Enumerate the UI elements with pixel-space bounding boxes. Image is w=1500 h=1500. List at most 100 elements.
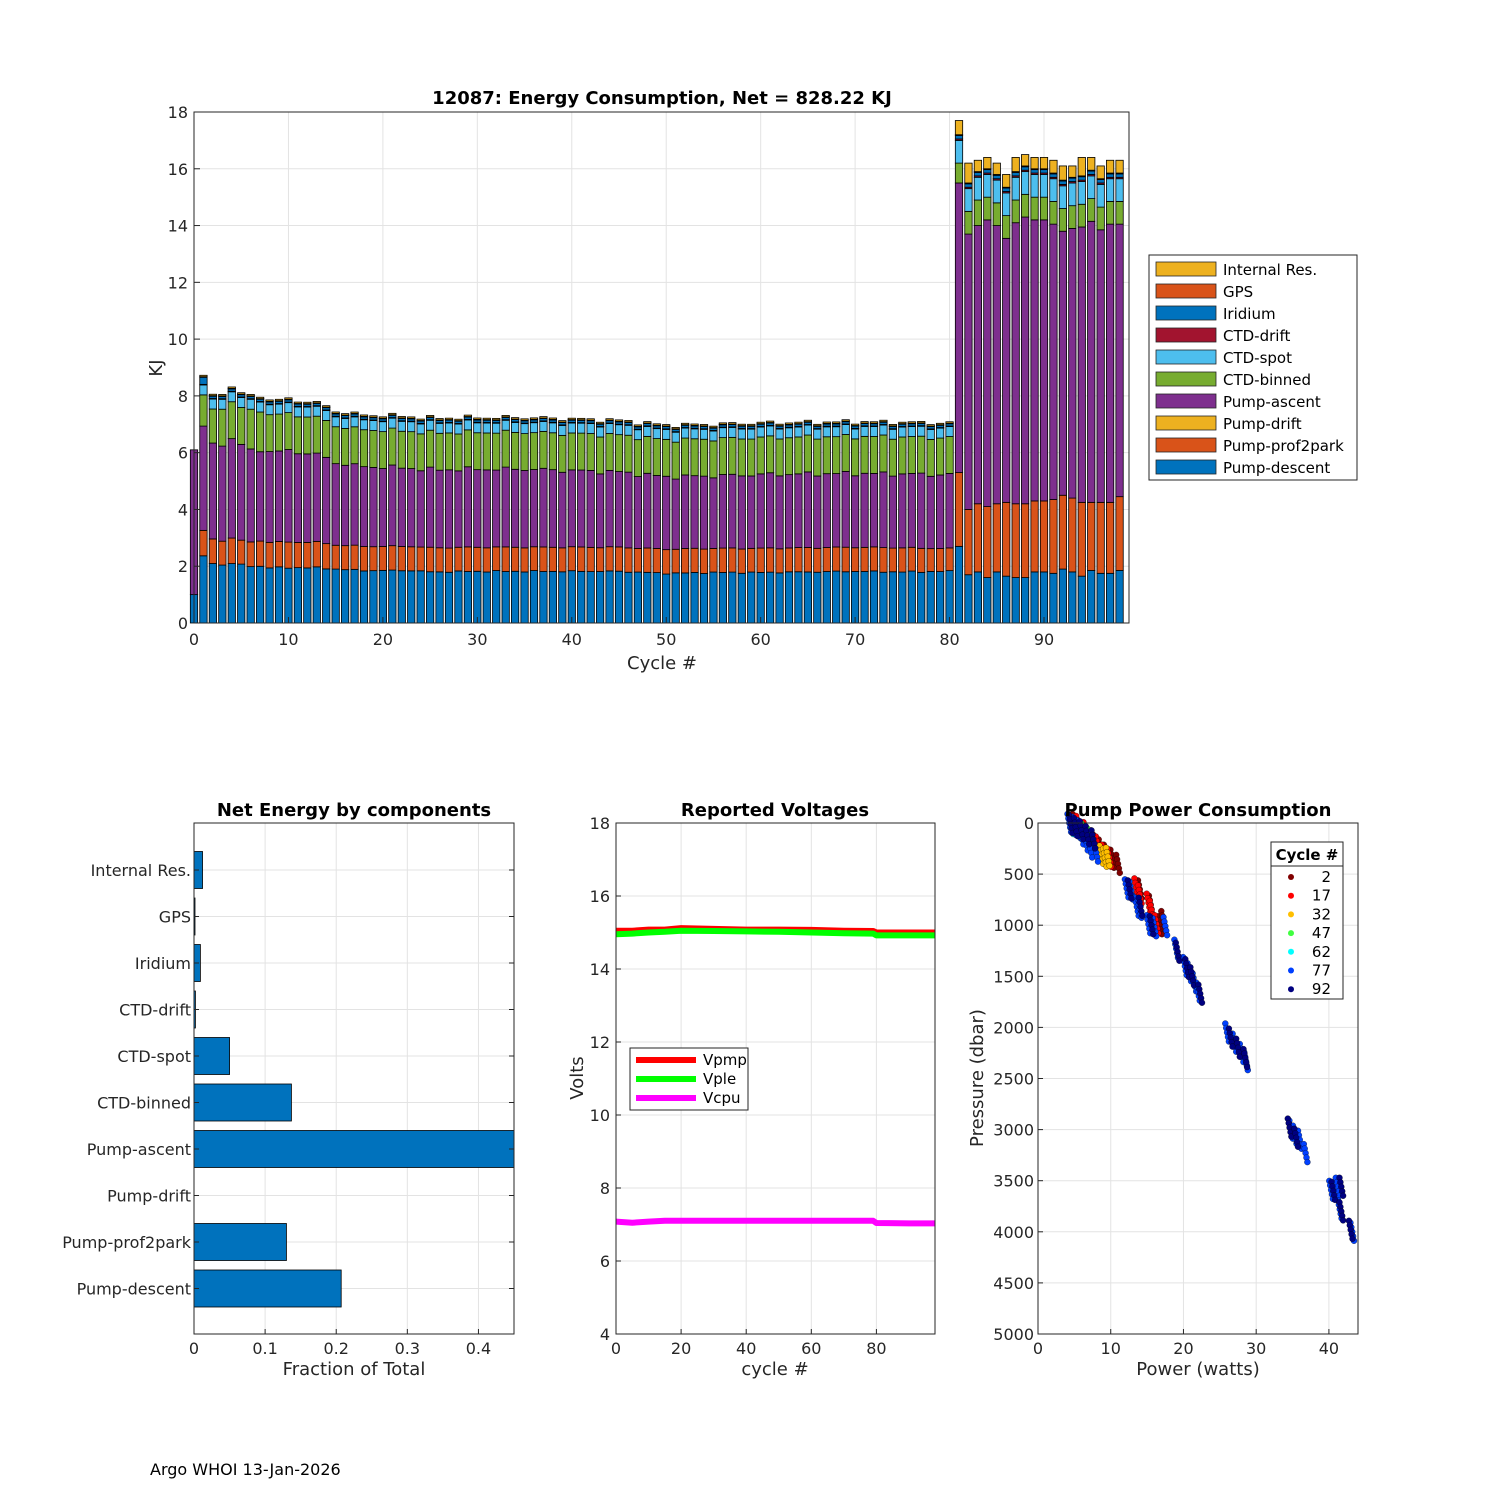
energy-bar-pump-prof2park — [293, 542, 302, 569]
energy-bar-pump-prof2park — [444, 547, 454, 573]
energy-bar-pump-ascent — [529, 469, 539, 548]
energy-bar-pump-ascent — [851, 475, 860, 549]
energy-bar-internal-res — [227, 386, 236, 389]
energy-bar-pump-descent — [803, 571, 812, 624]
energy-x-tick-label: 40 — [562, 630, 582, 649]
energy-bar-ctd-binned — [766, 435, 775, 474]
energy-bar-ctd-spot — [851, 428, 860, 440]
energy-bar-pump-prof2park — [945, 547, 954, 572]
energy-bar-ctd-binned — [596, 436, 605, 475]
energy-bar-pump-prof2park — [888, 547, 897, 573]
energy-bar-pump-ascent — [293, 453, 302, 543]
energy-bar-pump-ascent — [869, 473, 879, 548]
energy-bar-pump-descent — [274, 566, 284, 624]
energy-x-tick-label: 50 — [656, 630, 676, 649]
energy-bar-pump-ascent — [548, 469, 557, 548]
energy-bar-pump-descent — [341, 569, 350, 624]
energy-bar-ctd-spot — [766, 425, 775, 437]
voltages-y-tick-label: 10 — [590, 1106, 610, 1125]
energy-bar-pump-prof2park — [681, 548, 690, 574]
energy-bar-internal-res — [718, 422, 727, 425]
energy-bar-internal-res — [1021, 154, 1030, 167]
energy-bar-internal-res — [567, 417, 576, 421]
energy-bar-pump-prof2park — [869, 546, 879, 572]
energy-bar-ctd-spot — [926, 429, 935, 440]
energy-bar-pump-prof2park — [624, 547, 633, 573]
energy-bar-internal-res — [284, 397, 293, 400]
energy-bar-ctd-binned — [709, 440, 718, 479]
energy-bar-ctd-spot — [624, 424, 633, 436]
energy-bar-pump-prof2park — [256, 540, 265, 567]
energy-bar-pump-prof2park — [973, 503, 982, 573]
energy-bar-ctd-binned — [463, 429, 472, 468]
energy-bar-ctd-binned — [303, 416, 312, 455]
energy-bar-pump-ascent — [426, 466, 435, 548]
energy-bar-internal-res — [681, 422, 690, 426]
energy-bar-pump-descent — [756, 571, 765, 624]
energy-bar-pump-prof2park — [435, 547, 444, 573]
energy-bar-ctd-spot — [1106, 178, 1115, 202]
energy-bar-pump-ascent — [284, 449, 293, 543]
energy-bar-pump-ascent — [237, 443, 246, 541]
energy-bar-ctd-spot — [662, 429, 671, 440]
energy-bar-iridium — [954, 135, 964, 140]
energy-bar-pump-ascent — [416, 470, 425, 548]
pump-chart-panel: 0 10 20 30 40 0 500 1000 1500 2000 2500 3000 3500 400… — [967, 800, 1359, 1380]
energy-bar-pump-descent — [501, 571, 510, 624]
pump-legend-label: 77 — [1312, 962, 1331, 980]
pump-legend-marker — [1288, 986, 1294, 993]
energy-legend-swatch — [1155, 305, 1217, 321]
energy-bar-ctd-spot — [681, 427, 690, 439]
energy-bar-ctd-binned — [331, 426, 340, 465]
energy-bar-ctd-spot — [794, 426, 803, 438]
pump-point-cycle-92 — [1339, 1217, 1347, 1224]
energy-bar-pump-descent — [992, 571, 1001, 624]
pump-point-cycle-77 — [1163, 932, 1171, 939]
energy-bar-pump-prof2park — [1011, 503, 1020, 578]
energy-y-tick-label: 14 — [168, 217, 188, 236]
energy-bar-pump-prof2park — [520, 547, 529, 573]
energy-y-tick-label: 4 — [178, 500, 188, 519]
energy-bar-ctd-binned — [869, 436, 879, 474]
energy-bar-iridium — [1077, 176, 1086, 181]
energy-bar-internal-res — [954, 120, 964, 136]
energy-bar-ctd-spot — [577, 422, 586, 434]
energy-bar-ctd-spot — [1030, 174, 1039, 198]
energy-bar-pump-descent — [964, 574, 973, 624]
energy-bar-ctd-spot — [1002, 192, 1011, 217]
energy-bar-ctd-spot — [482, 422, 491, 434]
energy-bar-internal-res — [501, 415, 510, 418]
energy-bar-ctd-binned — [416, 433, 425, 472]
energy-bar-iridium — [1058, 180, 1067, 185]
energy-legend-label: CTD-spot — [1223, 349, 1292, 367]
energy-bar-internal-res — [378, 416, 387, 419]
energy-bar-ctd-spot — [1021, 171, 1030, 195]
energy-legend-swatch — [1155, 283, 1217, 299]
energy-bar-ctd-spot — [586, 423, 595, 434]
energy-bar-ctd-binned — [378, 431, 387, 469]
energy-bar-ctd-binned — [1058, 208, 1067, 232]
energy-bar-pump-ascent — [274, 450, 284, 542]
energy-bar-internal-res — [492, 417, 501, 421]
energy-bar-pump-ascent — [879, 471, 888, 549]
energy-bar-pump-descent — [1115, 570, 1124, 624]
energy-bar-ctd-spot — [265, 404, 274, 416]
energy-legend-label: Pump-drift — [1223, 415, 1302, 433]
energy-bar-ctd-binned — [312, 415, 321, 454]
energy-bar-pump-descent — [473, 570, 482, 624]
energy-bar-ctd-binned — [341, 427, 350, 466]
pump-legend-marker — [1288, 948, 1294, 955]
energy-bar-ctd-spot — [1039, 174, 1049, 198]
energy-bar-internal-res — [218, 394, 227, 397]
energy-bar-internal-res — [331, 411, 340, 414]
energy-bar-internal-res — [888, 424, 897, 427]
energy-bar-pump-ascent — [888, 475, 897, 549]
energy-y-tick-label: 16 — [168, 160, 188, 179]
energy-bar-pump-ascent — [917, 472, 926, 549]
energy-bar-internal-res — [633, 424, 642, 427]
energy-bar-pump-ascent — [350, 463, 359, 546]
energy-y-tick-label: 8 — [178, 387, 188, 406]
energy-bar-pump-prof2park — [416, 546, 425, 572]
energy-bar-pump-prof2park — [605, 546, 614, 572]
energy-bar-ctd-spot — [841, 424, 850, 435]
